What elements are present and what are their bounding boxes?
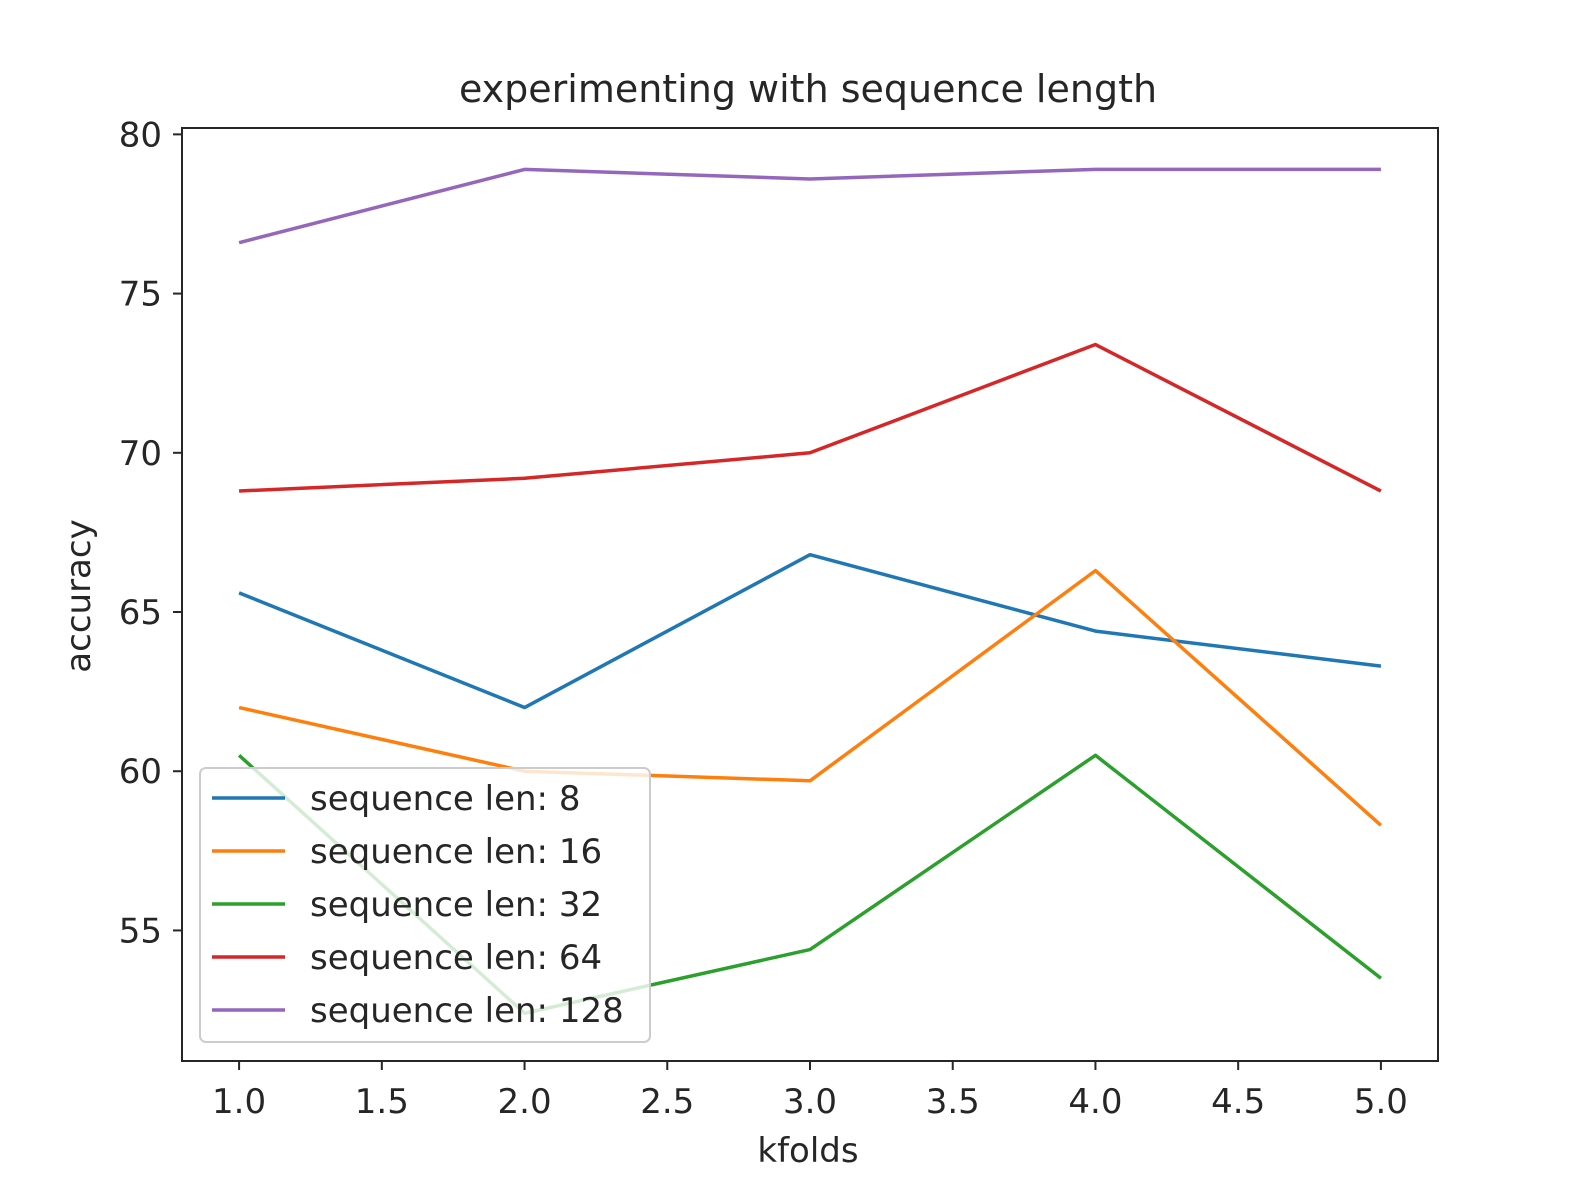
legend-label: sequence len: 32 (310, 885, 602, 925)
y-tick-label: 75 (119, 275, 162, 315)
series-line-4 (239, 342, 1382, 493)
legend-label: sequence len: 128 (310, 991, 624, 1031)
x-tick-label: 1.5 (355, 1082, 409, 1122)
y-tick-label: 55 (119, 911, 162, 951)
y-tick-label: 80 (119, 115, 162, 155)
legend: sequence len: 8 sequence len: 16 sequence … (199, 767, 651, 1043)
series-line-2 (238, 568, 1383, 827)
x-tick-label: 2.5 (640, 1082, 694, 1122)
legend-label: sequence len: 64 (310, 938, 602, 978)
x-tick-label: 3.5 (926, 1082, 980, 1122)
y-tick-label: 65 (119, 593, 162, 633)
y-axis: 55 60 65 70 75 80 (119, 115, 182, 951)
series-line-5 (238, 167, 1381, 245)
legend-label: sequence len: 8 (310, 779, 580, 819)
x-axis-label: kfolds (757, 1131, 858, 1171)
x-axis: 1.0 1.5 2.0 2.5 3.0 3.5 4.0 4.5 5.0 (212, 1061, 1408, 1122)
x-tick-label: 4.0 (1068, 1082, 1122, 1122)
y-axis-label: accuracy (59, 519, 99, 672)
legend-box (199, 767, 651, 1043)
x-tick-label: 5.0 (1354, 1082, 1408, 1122)
y-tick-label: 60 (119, 752, 162, 792)
x-tick-label: 2.0 (498, 1082, 552, 1122)
x-tick-label: 1.0 (212, 1082, 266, 1122)
chart-title: experimenting with sequence length (459, 67, 1157, 111)
series-line-1 (238, 552, 1382, 710)
x-tick-label: 3.0 (783, 1082, 837, 1122)
y-tick-label: 70 (119, 434, 162, 474)
legend-label: sequence len: 16 (310, 832, 602, 872)
x-tick-label: 4.5 (1211, 1082, 1265, 1122)
